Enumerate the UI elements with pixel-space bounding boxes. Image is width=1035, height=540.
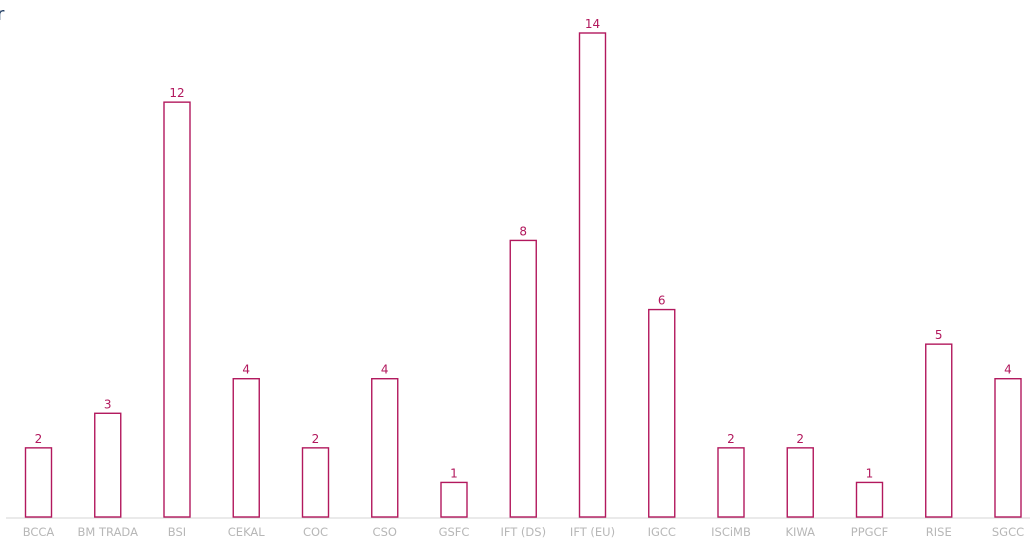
value-label-cekal: 4 bbox=[242, 363, 250, 377]
category-label-sgcc: SGCC bbox=[992, 525, 1024, 539]
value-label-sgcc: 4 bbox=[1004, 363, 1012, 377]
value-label-ift-ds: 8 bbox=[519, 224, 527, 238]
category-labels-group: BCCA BM TRADA BSI CEKAL COC CSO GSFC IFT (DS) IF… bbox=[23, 525, 1024, 539]
bar-rise bbox=[925, 343, 953, 518]
bar-coc bbox=[301, 447, 330, 518]
category-label-gsfc: GSFC bbox=[439, 525, 470, 539]
bar-bcca bbox=[24, 447, 53, 518]
category-label-bm-trada: BM TRADA bbox=[78, 525, 139, 539]
value-labels-group: 2 3 12 4 2 4 1 8 14 6 2 2 1 5 4 bbox=[35, 17, 1012, 480]
bars-group bbox=[24, 32, 1022, 518]
value-label-coc: 2 bbox=[312, 432, 320, 446]
category-label-kiwa: KIWA bbox=[785, 525, 815, 539]
value-label-kiwa: 2 bbox=[796, 432, 804, 446]
category-label-rise: RISE bbox=[926, 525, 952, 539]
value-label-bsi: 12 bbox=[169, 86, 184, 100]
bar-iscimb bbox=[717, 447, 745, 518]
bar-cekal bbox=[232, 378, 260, 518]
value-label-gsfc: 1 bbox=[450, 466, 458, 480]
value-label-bcca: 2 bbox=[35, 432, 43, 446]
category-label-igcc: IGCC bbox=[648, 525, 676, 539]
category-label-bcca: BCCA bbox=[23, 525, 55, 539]
value-label-ift-eu: 14 bbox=[585, 17, 600, 31]
bar-kiwa bbox=[786, 447, 814, 518]
bar-gsfc bbox=[440, 481, 468, 518]
bar-ift-ds bbox=[509, 239, 537, 518]
bar-bm-trada bbox=[94, 412, 122, 518]
category-label-ift-eu: IFT (EU) bbox=[570, 525, 615, 539]
bar-ppgcf bbox=[855, 481, 884, 518]
value-label-iscimb: 2 bbox=[727, 432, 735, 446]
value-label-igcc: 6 bbox=[658, 294, 666, 308]
category-label-ift-ds: IFT (DS) bbox=[500, 525, 546, 539]
value-label-rise: 5 bbox=[935, 328, 943, 342]
category-label-iscimb: ISCiMB bbox=[711, 525, 751, 539]
category-label-cekal: CEKAL bbox=[228, 525, 266, 539]
bar-ift-eu bbox=[578, 32, 607, 518]
chart-title: ar bbox=[0, 4, 5, 25]
bar-bsi bbox=[163, 101, 191, 518]
value-label-cso: 4 bbox=[381, 363, 389, 377]
value-label-bm-trada: 3 bbox=[104, 397, 112, 411]
bar-sgcc bbox=[994, 378, 1022, 518]
category-label-ppgcf: PPGCF bbox=[851, 525, 888, 539]
category-label-cso: CSO bbox=[373, 525, 397, 539]
bar-igcc bbox=[648, 308, 676, 518]
bar-cso bbox=[371, 378, 399, 518]
category-label-bsi: BSI bbox=[168, 525, 186, 539]
value-label-ppgcf: 1 bbox=[866, 466, 874, 480]
category-label-coc: COC bbox=[303, 525, 328, 539]
